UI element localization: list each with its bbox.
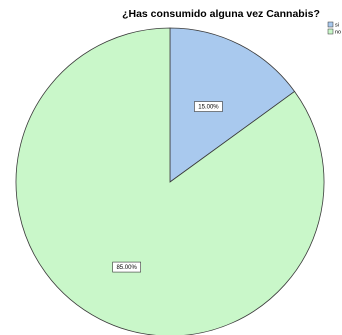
data-label-text-si: 15.00% xyxy=(198,105,219,111)
pie-slice-no xyxy=(15,27,325,335)
data-label-box-no xyxy=(112,261,141,273)
data-label-no: 85.00% xyxy=(112,261,141,273)
data-label-text-no: 85.00% xyxy=(116,265,137,271)
legend-label-no: no xyxy=(335,30,341,36)
legend-label-si: si xyxy=(335,23,339,29)
legend-item-no: no xyxy=(327,28,341,36)
pie-slice-si xyxy=(169,27,296,183)
legend-swatch-si xyxy=(327,21,334,28)
data-label-si: 15.00% xyxy=(194,101,223,112)
chart-title: ¿Has consumido alguna vez Cannabis? xyxy=(122,8,320,20)
legend-item-si: si xyxy=(327,21,339,29)
legend-swatch-no xyxy=(327,28,334,35)
data-label-box-si xyxy=(194,101,223,112)
